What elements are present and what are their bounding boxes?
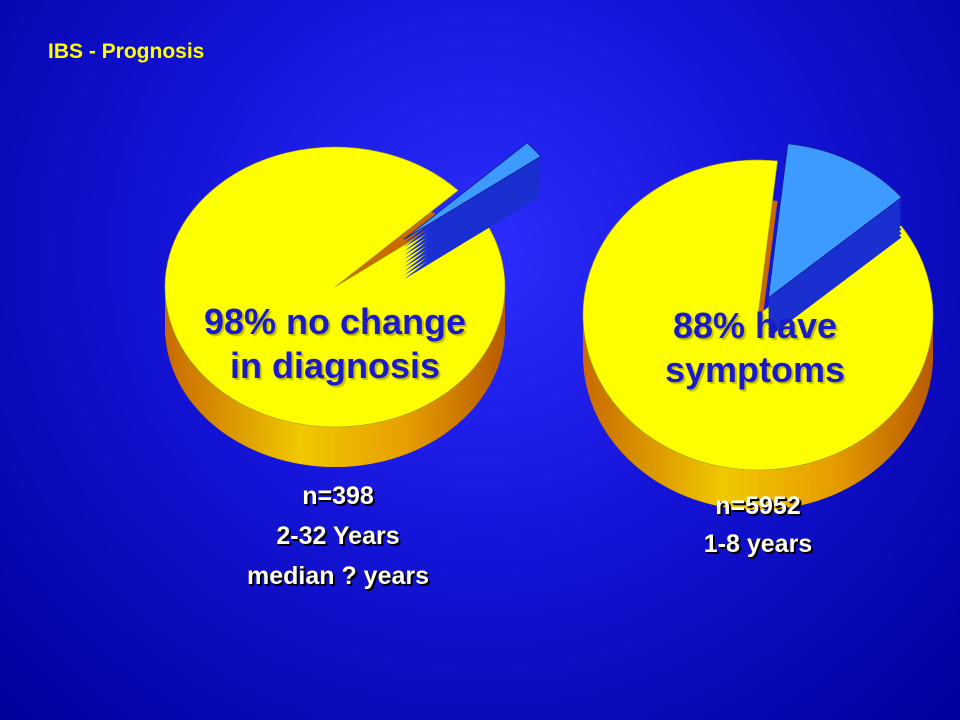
pie-label: 98% no change in diagnosis	[203, 301, 467, 386]
pie-slice	[403, 142, 542, 240]
pie-slice	[767, 143, 903, 299]
pie-slice	[164, 146, 506, 428]
slide-title: IBS - Prognosis	[48, 40, 205, 63]
sample-note: 2-32 Years	[276, 522, 400, 550]
sample-note: median ? years	[246, 562, 430, 590]
pie-slice-side	[165, 287, 505, 467]
sample-note: n=5952	[715, 492, 801, 520]
pie-slice-side	[583, 315, 933, 510]
sample-note: n=398	[302, 482, 374, 510]
pie-label: 88% have symptoms	[664, 305, 846, 390]
pie-slice	[582, 159, 934, 471]
sample-note: 1-8 years	[703, 530, 813, 558]
